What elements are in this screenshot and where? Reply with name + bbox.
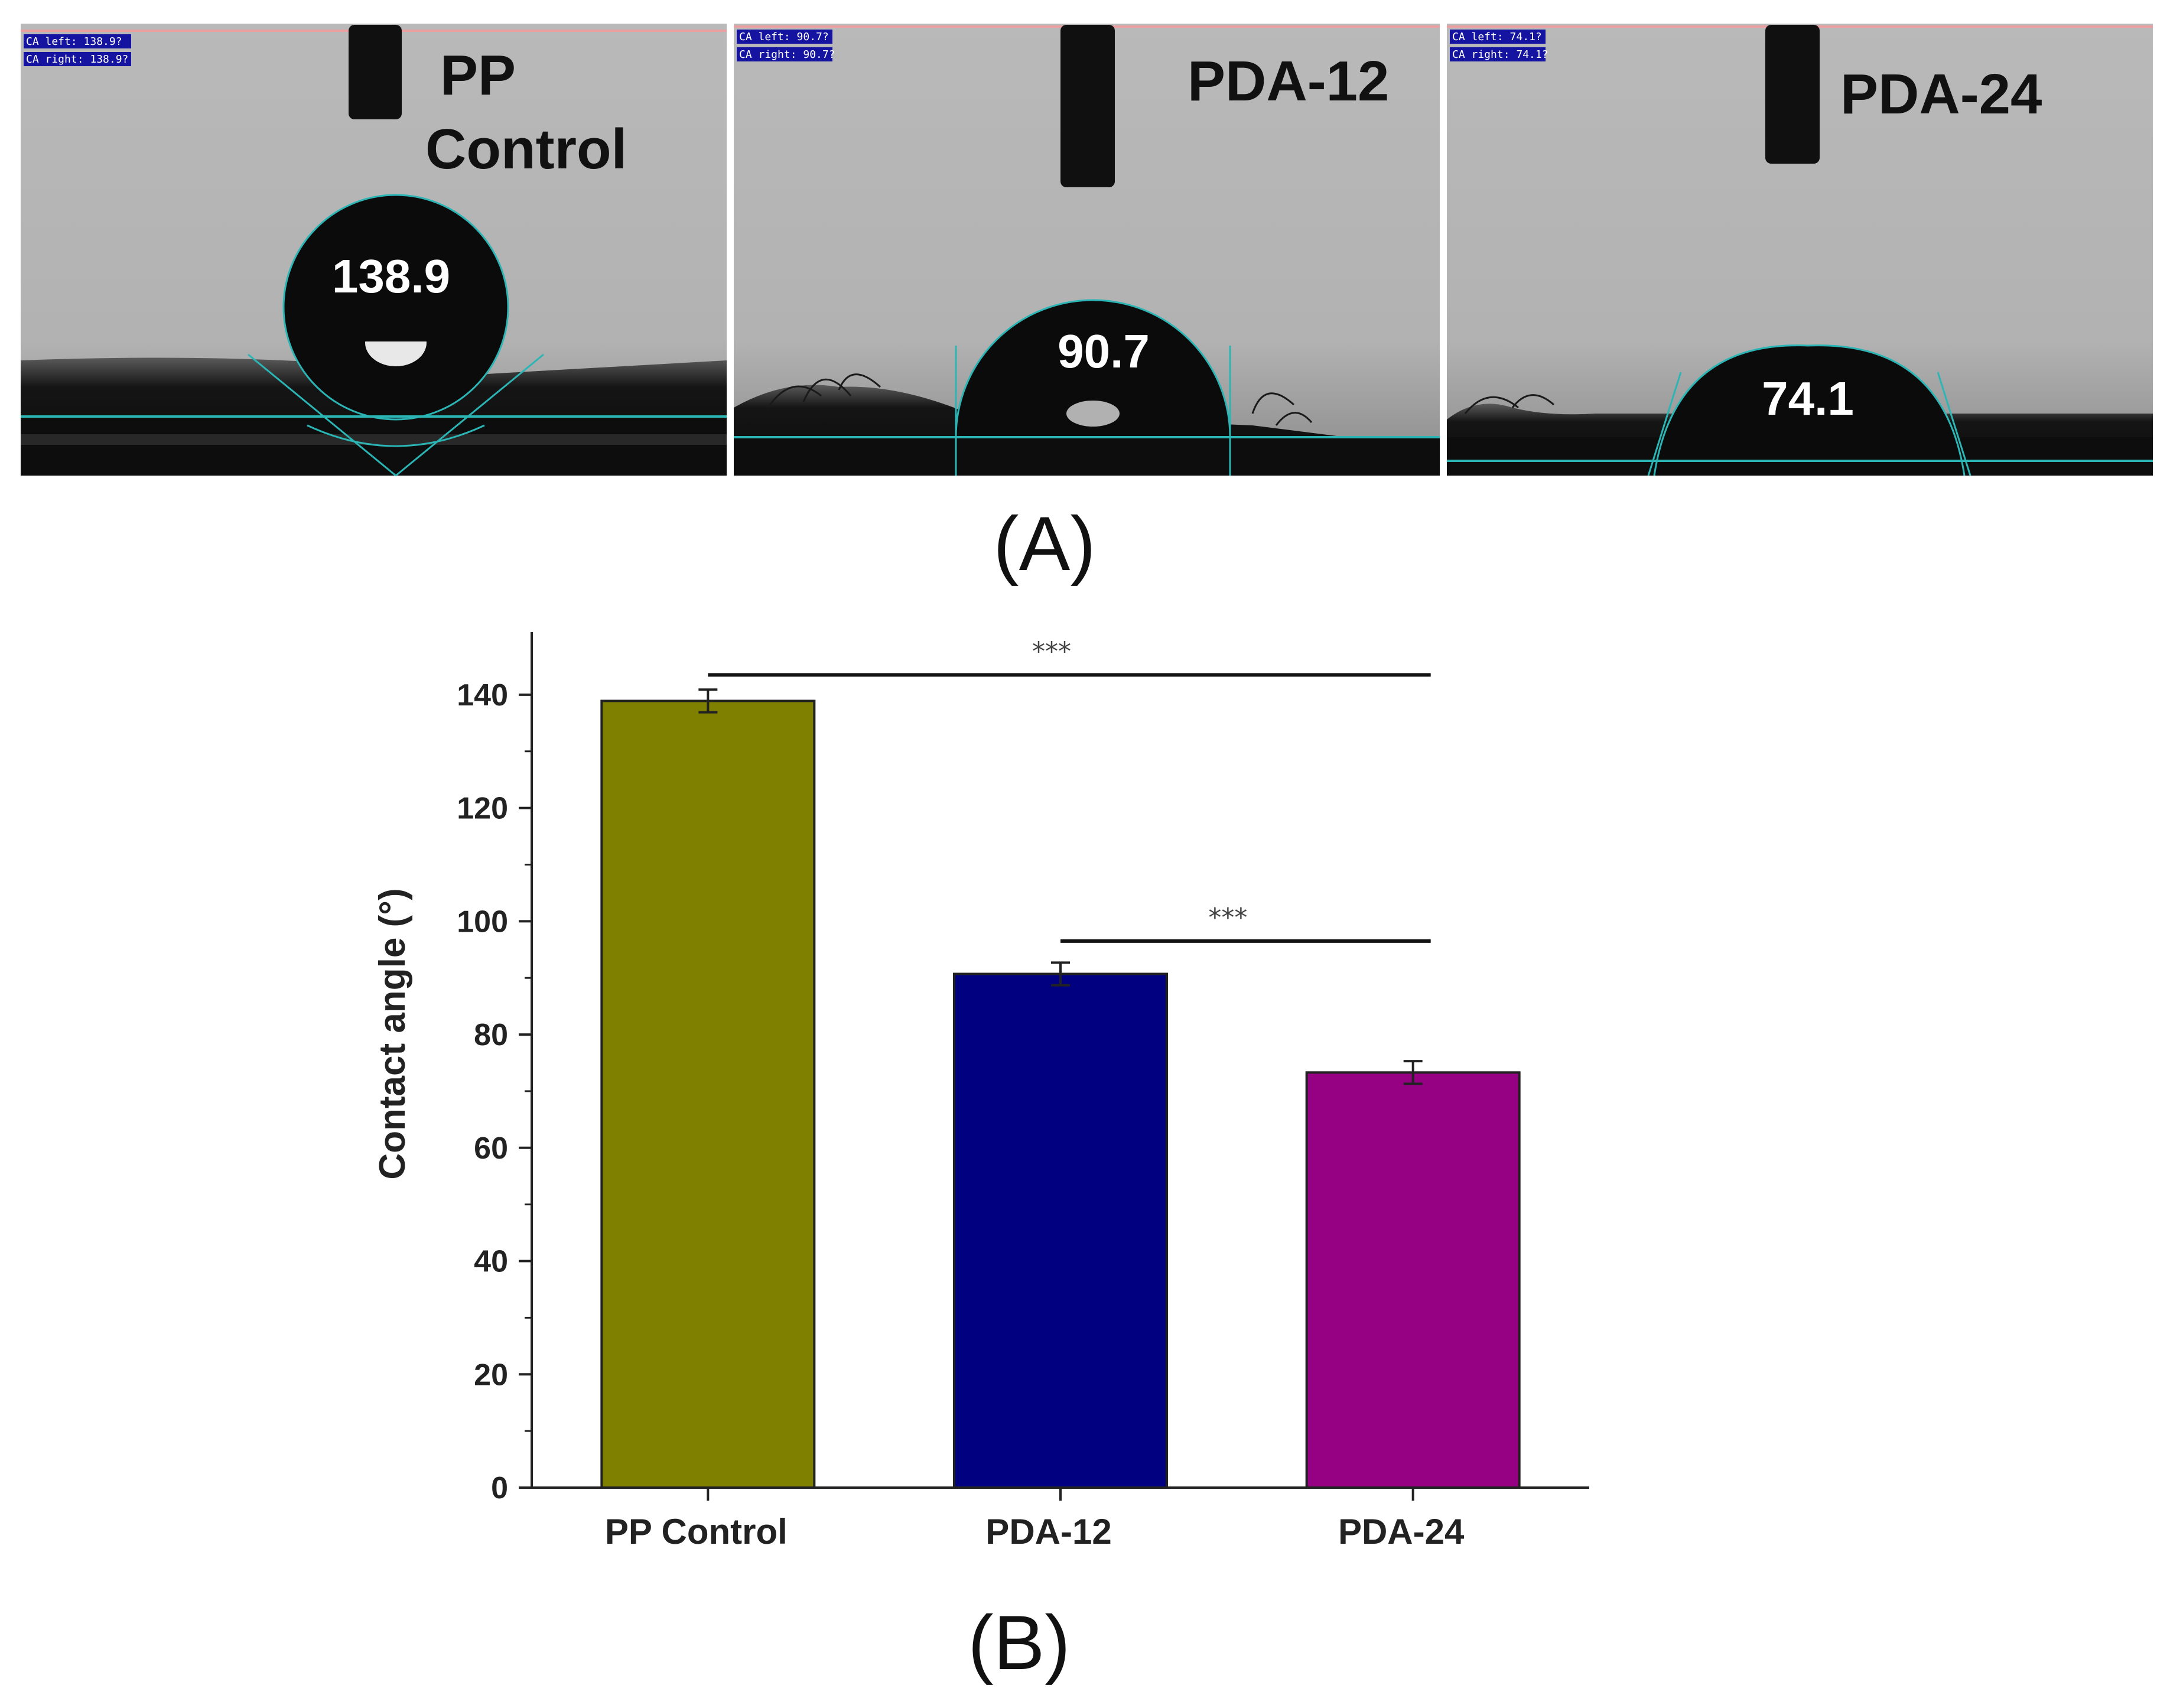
- y-axis-label: Contact angle (°): [372, 888, 413, 1179]
- ca-left-box: [737, 30, 832, 44]
- ca-right-readout: CA right: 138.9?: [26, 53, 128, 66]
- y-tick-label: 100: [457, 905, 508, 939]
- significance-marker: ***: [1032, 636, 1071, 666]
- ca-left-readout: CA left: 138.9?: [26, 35, 122, 48]
- y-tick-label: 40: [474, 1245, 508, 1279]
- ca-right-box: [24, 52, 131, 66]
- photo-title-line-2: Control: [425, 118, 627, 181]
- photo-title-line-1: PP: [440, 44, 516, 107]
- chart-error-bars: [698, 688, 1423, 1085]
- x-category-label: PDA-12: [985, 1512, 1111, 1551]
- contact-angle-value: 138.9: [332, 250, 450, 302]
- y-tick-label: 80: [474, 1018, 508, 1052]
- chart-x-labels: PP Control PDA-12 PDA-24: [605, 1488, 1465, 1551]
- photo-pda-24: CA left: 74.1? CA right: 74.1? PDA-24 74…: [1447, 24, 2153, 476]
- ca-right-box: [1450, 47, 1546, 61]
- y-tick-label: 0: [491, 1471, 508, 1505]
- photo-title: PDA-12: [1188, 50, 1389, 113]
- significance-marker: ***: [1208, 903, 1247, 933]
- y-tick-label: 60: [474, 1131, 508, 1166]
- photo-pp-control: CA left: 138.9? CA right: 138.9? PP Cont…: [21, 24, 727, 477]
- bar-pp-control: [600, 700, 816, 1489]
- contact-angle-value: 74.1: [1762, 372, 1854, 425]
- photo-pda-12: CA left: 90.7? CA right: 90.7? PDA-12 90…: [734, 24, 1440, 476]
- panel-b-caption: (B): [968, 1599, 1070, 1686]
- x-category-label: PDA-24: [1338, 1512, 1465, 1551]
- bar-pda-12: [953, 972, 1168, 1489]
- chart-significance: *** ***: [708, 636, 1431, 943]
- ca-right-readout: CA right: 74.1?: [1452, 48, 1548, 61]
- ca-left-box: [1450, 30, 1546, 44]
- y-tick-label: 120: [457, 792, 508, 826]
- ca-right-box: [737, 47, 832, 61]
- ca-left-readout: CA left: 74.1?: [1452, 31, 1542, 43]
- y-tick-label: 20: [474, 1358, 508, 1392]
- bar-pda-24: [1305, 1071, 1521, 1489]
- ca-right-readout: CA right: 90.7?: [739, 48, 835, 61]
- chart-bars: [600, 700, 1521, 1489]
- panel-a: CA left: 138.9? CA right: 138.9? PP Cont…: [21, 24, 2153, 587]
- chart-y-ticks: 0 20 40 60 80 100 120 140: [457, 678, 532, 1505]
- y-tick-label: 140: [457, 678, 508, 713]
- panel-a-caption: (A): [993, 500, 1095, 587]
- ca-left-readout: CA left: 90.7?: [739, 31, 829, 43]
- panel-b-chart: *** *** 0 20 40 60 80 100 120 140 PP Control PDA-…: [372, 632, 1589, 1551]
- ca-left-box: [24, 34, 131, 48]
- photo-title: PDA-24: [1840, 63, 2042, 126]
- x-category-label: PP Control: [605, 1512, 788, 1551]
- contact-angle-value: 90.7: [1058, 325, 1150, 378]
